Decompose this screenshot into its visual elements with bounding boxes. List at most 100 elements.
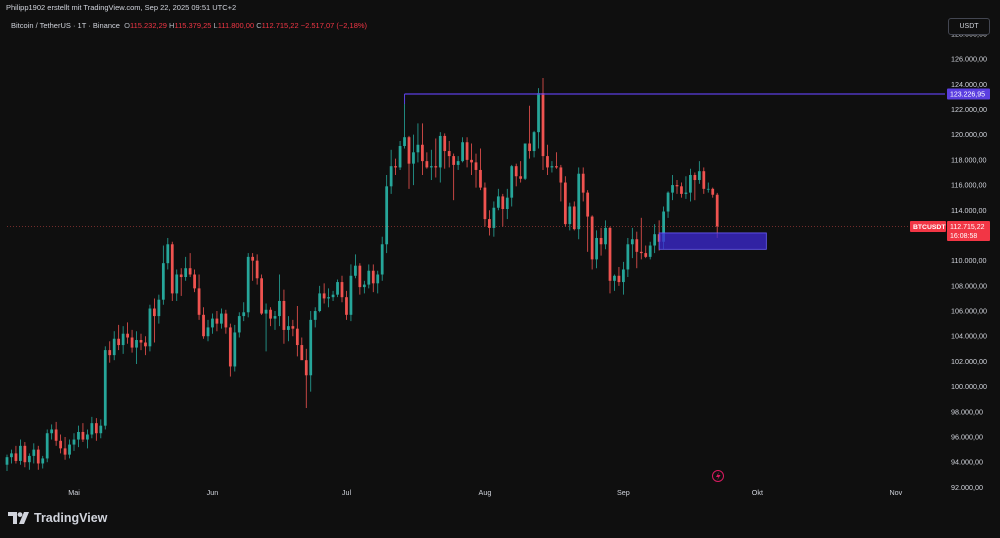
candle xyxy=(179,268,183,296)
resistance-price-text: 123.226,95 xyxy=(950,92,985,99)
candle-body xyxy=(220,313,223,324)
candle xyxy=(108,341,112,363)
candle-body xyxy=(537,93,540,133)
candle-body xyxy=(474,162,478,170)
candle-body xyxy=(295,328,299,346)
lightning-icon-ring xyxy=(712,470,724,482)
candle-body xyxy=(309,319,313,376)
countdown-text: 16:08:58 xyxy=(950,233,977,240)
candle xyxy=(608,226,612,294)
candle xyxy=(313,307,317,328)
candle-body xyxy=(648,245,652,257)
price-tick-label: 124.000,00 xyxy=(951,80,987,89)
candle-body xyxy=(613,275,616,281)
candle-body xyxy=(117,338,121,346)
candle-body xyxy=(260,278,263,314)
candle xyxy=(50,424,54,440)
candle-body xyxy=(438,135,442,168)
candle xyxy=(581,167,585,202)
candle xyxy=(706,182,710,193)
candle xyxy=(412,134,415,186)
candle-body xyxy=(559,167,563,183)
candle-body xyxy=(385,186,389,245)
candle-body xyxy=(470,159,473,163)
candle xyxy=(537,88,540,149)
candle xyxy=(14,445,18,464)
price-tick-label: 118.000,00 xyxy=(951,155,986,164)
candle xyxy=(389,149,393,194)
candle-body xyxy=(211,318,214,328)
candle xyxy=(59,434,62,454)
candle xyxy=(5,454,9,472)
candle xyxy=(202,307,205,339)
candle-body xyxy=(416,144,420,153)
candle xyxy=(166,237,170,270)
candle xyxy=(144,336,147,356)
symbol-legend[interactable]: Bitcoin / TetherUS · 1T · Binance O115.2… xyxy=(11,21,367,30)
candle xyxy=(541,77,545,170)
lightning-icon xyxy=(712,470,724,482)
candle-body xyxy=(429,166,433,168)
candle-body xyxy=(242,312,246,317)
candle-body xyxy=(532,132,536,152)
candle-body xyxy=(121,333,125,346)
price-tick-label: 94.000,00 xyxy=(951,458,983,467)
candle-body xyxy=(322,293,326,299)
price-tick-label: 110.000,00 xyxy=(951,256,986,265)
candle xyxy=(287,316,290,342)
candle xyxy=(32,443,36,464)
candle-body xyxy=(345,297,348,315)
candle xyxy=(237,312,241,338)
close-label: C xyxy=(256,21,262,30)
candle xyxy=(112,331,116,361)
candle xyxy=(425,152,429,169)
candle-body xyxy=(689,174,692,193)
candle-body xyxy=(412,152,415,164)
candle xyxy=(456,156,460,170)
candle xyxy=(572,201,576,231)
candle-body xyxy=(519,176,523,179)
resistance-price-label: 123.226,95 xyxy=(947,88,990,100)
candle-body xyxy=(327,297,330,299)
tradingview-logo[interactable]: TradingView xyxy=(8,511,107,525)
candle xyxy=(715,192,719,238)
candle xyxy=(184,256,188,281)
currency-button[interactable]: USDT xyxy=(948,18,990,35)
candle-body xyxy=(112,338,116,356)
candle xyxy=(461,137,464,163)
candle xyxy=(206,319,210,342)
candle xyxy=(81,423,85,443)
candle xyxy=(273,311,277,330)
candle xyxy=(505,188,509,220)
candle-body xyxy=(130,337,134,348)
candle xyxy=(666,191,670,218)
support-zone xyxy=(658,232,767,250)
candle-body xyxy=(224,313,228,328)
candle-body xyxy=(215,318,219,324)
candle-body xyxy=(617,275,621,283)
time-tick-label: Jun xyxy=(207,488,219,497)
candle xyxy=(23,442,27,468)
candle xyxy=(309,311,313,392)
price-tick-label: 92.000,00 xyxy=(951,483,983,492)
candle xyxy=(340,275,344,303)
candle-body xyxy=(36,449,40,464)
chart-panel[interactable] xyxy=(5,15,995,502)
candle-body xyxy=(550,166,554,168)
candle xyxy=(304,348,308,409)
candle-body xyxy=(108,350,112,356)
price-tick-label: 108.000,00 xyxy=(951,281,987,290)
candle xyxy=(465,137,469,168)
candle-body xyxy=(510,166,514,198)
price-tick-label: 98.000,00 xyxy=(951,407,983,416)
candle xyxy=(86,429,89,449)
candle-body xyxy=(479,169,482,188)
candle-body xyxy=(555,166,558,168)
candle xyxy=(362,280,366,294)
candle-body xyxy=(389,166,393,187)
candle xyxy=(630,227,634,259)
candle xyxy=(251,253,255,281)
candle xyxy=(407,135,411,189)
candle xyxy=(269,307,272,327)
